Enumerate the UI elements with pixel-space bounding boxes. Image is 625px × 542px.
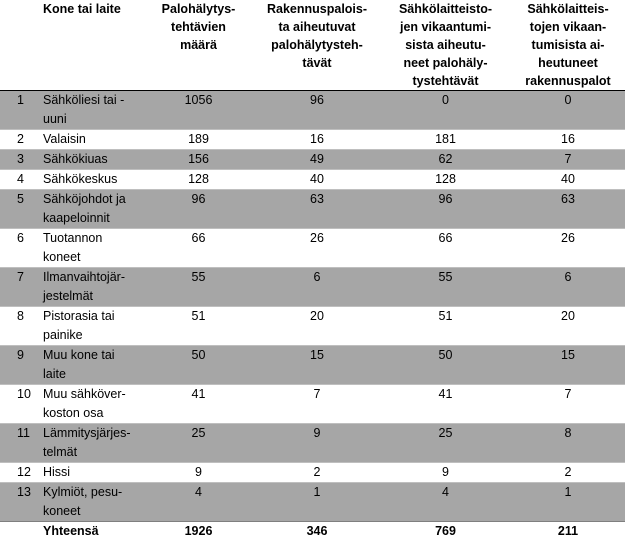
row-index: 13 — [0, 483, 39, 522]
row-electrical-failure-fires: 8 — [511, 424, 625, 463]
row-alarm-count: 55 — [143, 268, 254, 307]
row-building-fire-alarms: 1 — [254, 483, 380, 522]
row-index: 2 — [0, 130, 39, 150]
row-index: 7 — [0, 268, 39, 307]
row-index: 5 — [0, 190, 39, 229]
row-building-fire-alarms: 20 — [254, 307, 380, 346]
header-electrical-failure-alarms: Sähkölaitteisto-jen vikaantumi-sista aih… — [380, 0, 511, 91]
header-electrical-failure-fires: Sähkölaitteis-tojen vikaan-tumisista ai-… — [511, 0, 625, 91]
row-device-name: Valaisin — [39, 130, 143, 150]
row-alarm-count: 25 — [143, 424, 254, 463]
row-device-name: Kylmiöt, pesu-koneet — [39, 483, 143, 522]
row-index: 3 — [0, 150, 39, 170]
row-device-name: Ilmanvaihtojär-jestelmät — [39, 268, 143, 307]
row-index: 1 — [0, 91, 39, 130]
row-building-fire-alarms: 26 — [254, 229, 380, 268]
row-electrical-failure-fires: 7 — [511, 150, 625, 170]
row-building-fire-alarms: 63 — [254, 190, 380, 229]
row-electrical-failure-alarms: 96 — [380, 190, 511, 229]
row-electrical-failure-fires: 16 — [511, 130, 625, 150]
row-alarm-count: 156 — [143, 150, 254, 170]
row-device-name: Sähköliesi tai -uuni — [39, 91, 143, 130]
row-electrical-failure-alarms: 55 — [380, 268, 511, 307]
row-electrical-failure-fires: 7 — [511, 385, 625, 424]
row-device-name: Sähkökiuas — [39, 150, 143, 170]
row-index: 4 — [0, 170, 39, 190]
row-electrical-failure-alarms: 41 — [380, 385, 511, 424]
row-electrical-failure-fires: 1 — [511, 483, 625, 522]
row-alarm-count: 128 — [143, 170, 254, 190]
row-electrical-failure-alarms: 128 — [380, 170, 511, 190]
row-electrical-failure-alarms: 51 — [380, 307, 511, 346]
row-alarm-count: 50 — [143, 346, 254, 385]
row-device-name: Hissi — [39, 463, 143, 483]
row-device-name: Sähkökeskus — [39, 170, 143, 190]
row-electrical-failure-alarms: 62 — [380, 150, 511, 170]
row-electrical-failure-alarms: 50 — [380, 346, 511, 385]
row-building-fire-alarms: 9 — [254, 424, 380, 463]
row-electrical-failure-alarms: 0 — [380, 91, 511, 130]
row-electrical-failure-fires: 6 — [511, 268, 625, 307]
row-electrical-failure-fires: 15 — [511, 346, 625, 385]
row-electrical-failure-fires: 2 — [511, 463, 625, 483]
row-alarm-count: 96 — [143, 190, 254, 229]
row-electrical-failure-alarms: 4 — [380, 483, 511, 522]
row-index: 10 — [0, 385, 39, 424]
row-electrical-failure-fires: 26 — [511, 229, 625, 268]
row-electrical-failure-alarms: 66 — [380, 229, 511, 268]
row-building-fire-alarms: 16 — [254, 130, 380, 150]
row-index: 11 — [0, 424, 39, 463]
row-device-name: Lämmitysjärjes-telmät — [39, 424, 143, 463]
row-building-fire-alarms: 15 — [254, 346, 380, 385]
header-device: Kone tai laite — [39, 0, 143, 91]
row-alarm-count: 66 — [143, 229, 254, 268]
row-alarm-count: 41 — [143, 385, 254, 424]
row-electrical-failure-fires: 20 — [511, 307, 625, 346]
row-electrical-failure-alarms: 181 — [380, 130, 511, 150]
row-index: 12 — [0, 463, 39, 483]
row-electrical-failure-alarms: 9 — [380, 463, 511, 483]
row-electrical-failure-fires: 63 — [511, 190, 625, 229]
row-alarm-count: 1056 — [143, 91, 254, 130]
row-electrical-failure-fires: 0 — [511, 91, 625, 130]
row-index: 8 — [0, 307, 39, 346]
row-building-fire-alarms: 49 — [254, 150, 380, 170]
header-index — [0, 0, 39, 91]
row-index: 9 — [0, 346, 39, 385]
row-building-fire-alarms: 96 — [254, 91, 380, 130]
row-electrical-failure-fires: 40 — [511, 170, 625, 190]
row-building-fire-alarms: 6 — [254, 268, 380, 307]
row-device-name: Muu sähköver-koston osa — [39, 385, 143, 424]
row-building-fire-alarms: 2 — [254, 463, 380, 483]
row-alarm-count: 51 — [143, 307, 254, 346]
row-alarm-count: 4 — [143, 483, 254, 522]
row-building-fire-alarms: 40 — [254, 170, 380, 190]
row-building-fire-alarms: 7 — [254, 385, 380, 424]
row-electrical-failure-alarms: 25 — [380, 424, 511, 463]
row-alarm-count: 189 — [143, 130, 254, 150]
row-alarm-count: 9 — [143, 463, 254, 483]
row-index: 6 — [0, 229, 39, 268]
